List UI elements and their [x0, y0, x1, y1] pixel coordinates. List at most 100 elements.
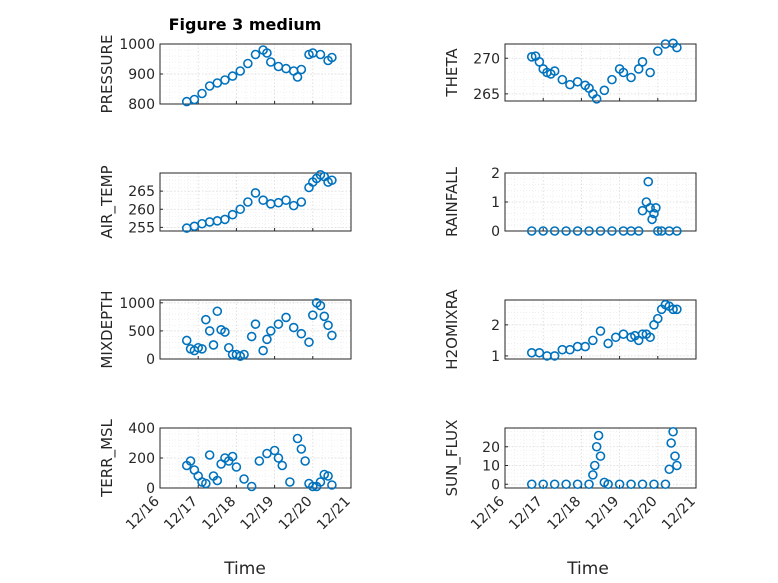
x-tick-label: 12/18 [199, 494, 239, 534]
y-tick-label: 2 [491, 318, 500, 334]
data-point [588, 335, 598, 346]
y-tick-label: 500 [128, 324, 155, 340]
x-tick-label: 12/17 [161, 494, 201, 534]
y-tick-label: 10 [482, 459, 500, 475]
data-point [549, 66, 560, 76]
data-point [526, 347, 537, 358]
data-point [599, 85, 610, 96]
data-point [584, 479, 594, 490]
x-tick-label: 12/19 [583, 494, 623, 534]
data-point [262, 334, 272, 345]
data-point [649, 208, 659, 219]
data-point [201, 314, 211, 325]
data-point [561, 226, 571, 236]
data-point [246, 481, 257, 492]
data-point [637, 57, 648, 67]
data-point [595, 451, 606, 461]
subplot-air_temp: 255 260 265 AIR_TEMP [98, 165, 352, 239]
data-point [534, 57, 545, 67]
data-point [618, 329, 629, 339]
data-point [204, 217, 215, 227]
data-point [296, 328, 307, 339]
data-point [189, 94, 200, 105]
x-tick-label: 12/19 [238, 494, 278, 534]
data-point [197, 88, 207, 99]
data-point [273, 319, 284, 329]
y-tick-label: 265 [128, 184, 155, 200]
data-series [181, 170, 337, 233]
data-point [235, 66, 246, 76]
data-point [580, 341, 591, 352]
data-point [672, 42, 682, 53]
data-point [296, 64, 307, 75]
y-tick-label: 800 [128, 97, 155, 113]
data-point [589, 460, 600, 471]
data-point [246, 331, 257, 342]
y-axis-label: TERR_MSL [98, 418, 117, 497]
y-tick-label: 200 [128, 451, 155, 467]
axes-box [159, 299, 352, 360]
data-point [189, 221, 200, 232]
data-point [208, 340, 219, 350]
x-tick-label: 12/16 [468, 493, 508, 533]
data-point [231, 462, 242, 472]
data-point [645, 67, 655, 78]
data-point [212, 475, 223, 486]
data-point [181, 335, 192, 346]
tick-marks [504, 324, 697, 359]
y-tick-label: 20 [482, 440, 500, 456]
x-tick-label: 12/20 [621, 494, 661, 534]
data-point [649, 479, 659, 490]
y-axis-label: PRESSURE [98, 35, 116, 114]
data-point [618, 67, 629, 78]
data-point [626, 72, 636, 83]
y-tick-label: 0 [491, 477, 500, 493]
data-point [668, 304, 678, 315]
axes-box [504, 299, 697, 360]
data-point [538, 226, 549, 236]
x-tick-label: 12/18 [544, 494, 584, 534]
axes-box [504, 427, 697, 489]
data-point [668, 426, 678, 437]
data-point [319, 311, 330, 322]
data-point [637, 479, 648, 490]
y-tick-label: 900 [128, 67, 155, 83]
data-point [549, 351, 560, 361]
tick-marks [504, 57, 697, 101]
data-point [633, 64, 644, 74]
data-point [239, 474, 249, 484]
data-point [647, 214, 657, 225]
data-point [220, 75, 230, 85]
data-point [250, 319, 261, 329]
data-point [227, 71, 238, 81]
data-point [572, 479, 583, 490]
data-series [181, 45, 337, 107]
tick-marks [159, 43, 352, 105]
data-point [281, 195, 291, 205]
data-series [526, 299, 682, 361]
data-point [626, 479, 636, 490]
data-point [538, 479, 549, 490]
data-point [323, 471, 333, 481]
data-point [281, 63, 291, 74]
data-point [565, 79, 575, 90]
data-series [181, 433, 337, 492]
data-point [327, 480, 337, 490]
tick-marks [159, 190, 352, 231]
data-point [643, 176, 654, 187]
y-tick-label: 1 [491, 349, 500, 365]
y-tick-label: 400 [128, 421, 155, 437]
data-point [243, 58, 253, 69]
data-point [327, 330, 337, 341]
data-point [239, 349, 249, 360]
data-point [595, 226, 606, 236]
data-point [526, 52, 537, 62]
figure-title: Figure 3 medium [169, 15, 322, 34]
data-point [285, 477, 295, 487]
data-point [212, 306, 223, 317]
data-point [269, 445, 280, 456]
data-point [204, 326, 215, 336]
